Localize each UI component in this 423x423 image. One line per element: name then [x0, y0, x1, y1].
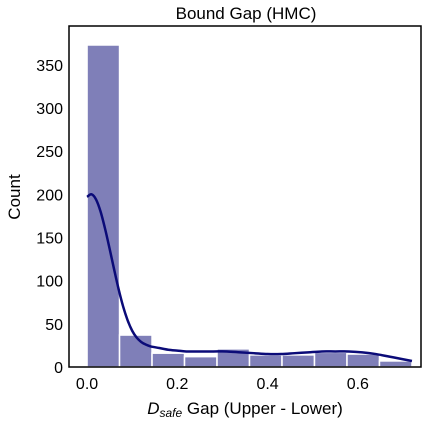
x-axis-label-subscript: safe — [159, 406, 182, 420]
histogram-bar-9 — [378, 360, 413, 368]
x-axis-label-math: D — [147, 399, 159, 418]
y-tick-label: 0 — [54, 360, 63, 377]
chart-title: Bound Gap (HMC) — [176, 4, 317, 23]
y-tick-label: 300 — [36, 101, 63, 118]
y-axis-label: Count — [5, 174, 24, 220]
x-axis-label-text: Gap (Upper - Lower) — [182, 399, 343, 418]
histogram-bar-8 — [346, 353, 381, 368]
y-tick-label: 350 — [36, 58, 63, 75]
y-tick-label: 150 — [36, 231, 63, 248]
x-tick-label: 0.0 — [76, 376, 98, 393]
x-axis-ticks: 0.0 0.2 0.4 0.6 — [76, 376, 369, 393]
y-tick-label: 200 — [36, 187, 63, 204]
histogram-bar-6 — [281, 354, 316, 368]
histogram-bar-5 — [248, 354, 283, 368]
histogram-bar-0 — [86, 44, 121, 368]
plot-frame — [68, 25, 422, 368]
y-tick-label: 250 — [36, 144, 63, 161]
histogram-bars — [86, 44, 413, 368]
histogram-bar-2 — [151, 352, 186, 368]
y-tick-label: 100 — [36, 274, 63, 291]
x-tick-label: 0.6 — [347, 376, 369, 393]
y-tick-label: 50 — [45, 317, 63, 334]
histogram-bar-3 — [183, 355, 218, 368]
x-tick-label: 0.2 — [166, 376, 188, 393]
histogram-bar-7 — [313, 351, 348, 368]
kde-curve — [86, 193, 413, 363]
x-tick-label: 0.4 — [256, 376, 278, 393]
x-axis-label: Dsafe Gap (Upper - Lower) — [147, 399, 343, 420]
histogram-bar-1 — [118, 334, 153, 368]
y-axis-ticks: 0 50 100 150 200 250 300 350 — [36, 58, 63, 377]
